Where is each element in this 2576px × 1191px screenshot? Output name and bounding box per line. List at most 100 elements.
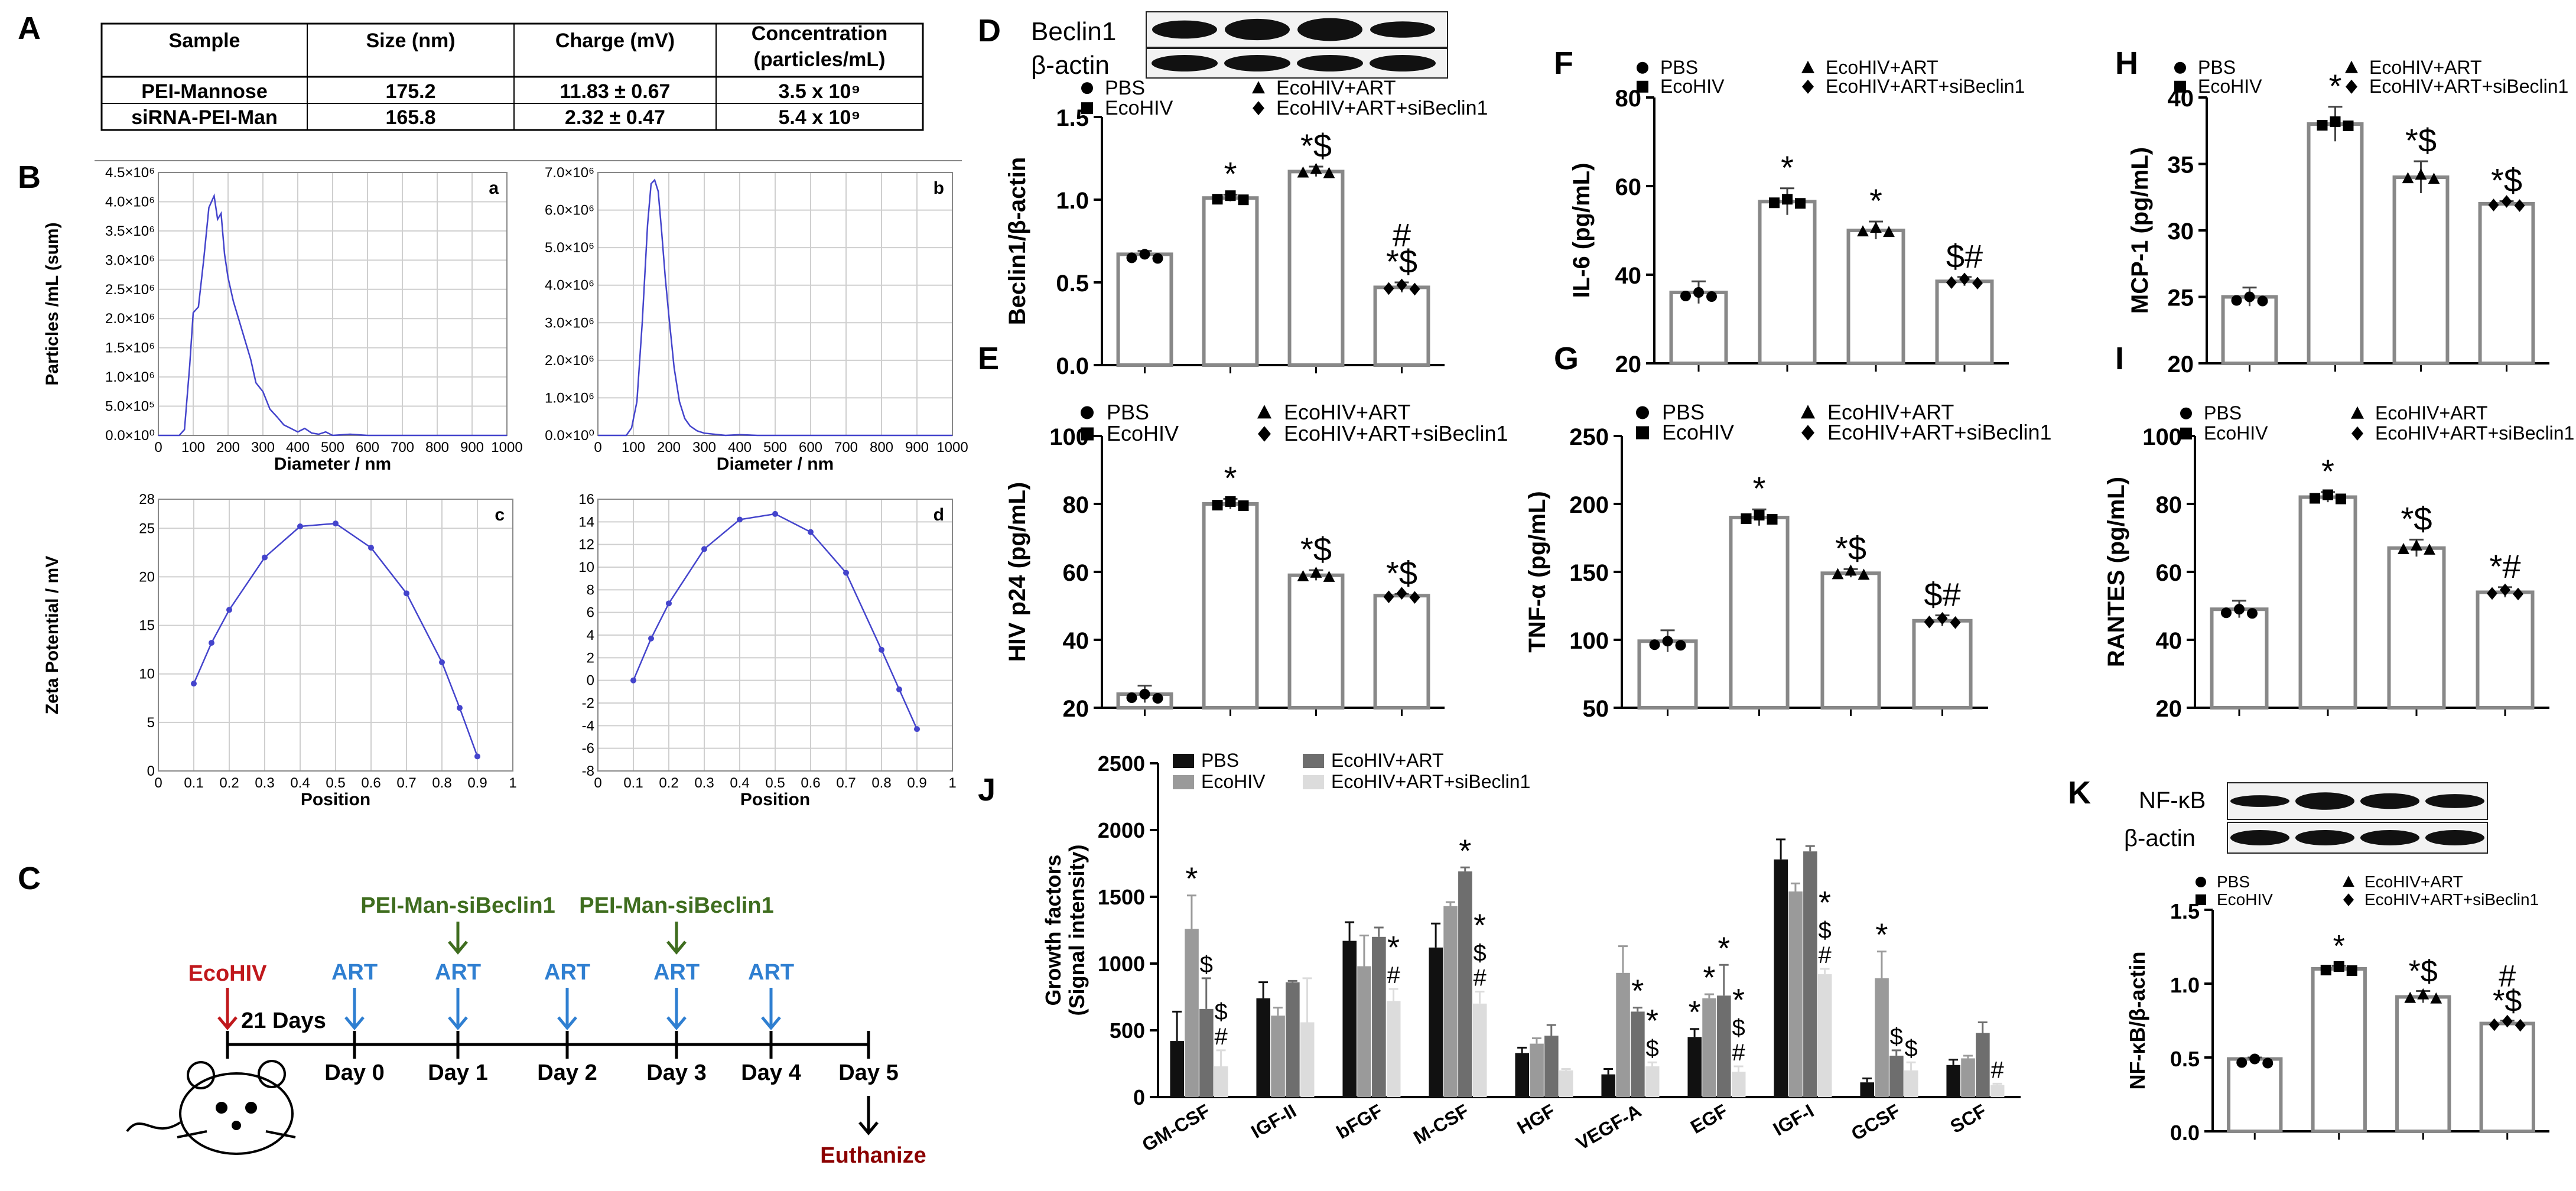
bar	[1256, 998, 1271, 1097]
blot-band	[2360, 793, 2419, 809]
legend-swatch	[1173, 775, 1194, 789]
y-tick-label: 1.5×10⁶	[105, 340, 155, 356]
significance-mark: *$	[2409, 955, 2438, 989]
legend-label: EcoHIV+ART+siBeclin1	[2369, 76, 2568, 97]
legend-label: EcoHIV+ART	[2364, 873, 2463, 891]
y-tick-label: 4.5×10⁶	[105, 165, 155, 181]
bar	[1287, 170, 1345, 367]
significance-mark: *$	[1386, 554, 1417, 591]
bar	[1372, 936, 1386, 1097]
subpanel-label: c	[495, 505, 505, 525]
panel-label-h: H	[2115, 45, 2138, 81]
bar	[2311, 967, 2367, 1133]
bar	[1515, 1053, 1530, 1097]
y-tick-label: -2	[582, 695, 594, 711]
significance-mark: $	[1904, 1036, 1917, 1062]
y-tick-label: 4.0×10⁶	[545, 278, 594, 294]
significance-mark: *	[1703, 960, 1715, 995]
x-tick-label: GM-CSF	[1139, 1100, 1214, 1156]
legend-label: EcoHIV+ART	[2375, 402, 2488, 424]
y-tick-label: 2.5×10⁶	[105, 282, 155, 298]
data-point	[808, 529, 814, 535]
bar	[2221, 295, 2278, 365]
legend-marker	[1257, 405, 1272, 419]
y-tick-label: 0.5	[2170, 1047, 2200, 1071]
data-point	[2343, 121, 2354, 131]
arrow-down-icon	[448, 922, 468, 955]
significance-mark: *#	[2490, 548, 2521, 585]
data-point	[1139, 249, 1150, 260]
y-tick-label: 60	[1063, 560, 1089, 586]
x-tick-label: EGF	[1687, 1100, 1731, 1138]
y-axis-title: (Signal intensity)	[1065, 844, 1089, 1016]
bar	[1202, 196, 1259, 367]
data-point	[2417, 988, 2429, 1000]
table-header-concentration-2: (particles/mL)	[754, 48, 886, 71]
data-point	[2515, 1018, 2526, 1032]
significance-mark: $	[1200, 952, 1213, 978]
bar	[1271, 1016, 1285, 1097]
data-point	[1409, 591, 1420, 604]
y-tick-label: 0.0	[2170, 1121, 2200, 1145]
charts-layer: 0 100 200 300 400 500 600 700 800 900 10000.0×10⁰5…	[43, 11, 2574, 1156]
data-point	[1310, 566, 1322, 578]
legend-marker	[2196, 894, 2206, 906]
y-tick-label: 2.0×10⁶	[105, 311, 155, 327]
bar	[1912, 619, 1973, 710]
x-tick-label: 0.9	[907, 775, 926, 791]
bar	[1889, 1055, 1904, 1097]
data-point	[1693, 287, 1704, 298]
euthanize-label: Euthanize	[820, 1143, 926, 1168]
data-point	[2404, 991, 2416, 1003]
bar	[1687, 1037, 1702, 1097]
legend-marker	[1801, 425, 1814, 441]
y-tick-label: 40	[2156, 628, 2183, 654]
legend-label: PBS	[2198, 57, 2236, 78]
data-point	[333, 520, 339, 527]
bar	[1631, 1011, 1645, 1097]
legend-label: PBS	[1201, 750, 1239, 771]
blot-label: NF-κB	[2139, 788, 2206, 813]
y-tick-label: 2.0×10⁶	[545, 353, 594, 369]
data-point	[226, 607, 232, 613]
significance-mark: *$	[1300, 127, 1332, 164]
data-point	[914, 726, 920, 733]
x-tick-label: 0.1	[184, 775, 203, 791]
data-point	[1706, 291, 1717, 302]
data-point	[2333, 961, 2344, 972]
significance-mark: *$	[2491, 162, 2522, 199]
art-label: ART	[544, 960, 590, 985]
table-cell: siRNA-PEI-Man	[131, 106, 277, 129]
legend-marker	[1081, 406, 1094, 419]
data-point	[2336, 493, 2346, 505]
table-cell: 3.5 x 10⁹	[778, 80, 860, 103]
legend-label: PBS	[1660, 57, 1698, 78]
data-point	[2323, 489, 2333, 500]
legend-marker	[2343, 876, 2354, 887]
grouped-bar-chart-j: 0 500 1000 1500 2000 2500 Growth factors (Signa…	[1041, 750, 2021, 1156]
legend-label: EcoHIV+ART	[1284, 400, 1410, 424]
data-point	[1310, 162, 1322, 174]
bar	[1788, 891, 1803, 1097]
x-tick-label: SCF	[1947, 1100, 1990, 1137]
arrow-down-icon	[666, 922, 687, 955]
blot-band	[1152, 55, 1218, 71]
y-tick-label: 0.0×10⁰	[105, 428, 155, 444]
legend-label: EcoHIV+ART+siBeclin1	[1827, 420, 2052, 444]
bar	[2387, 546, 2446, 710]
day-label: Day 4	[741, 1060, 801, 1085]
interval-label: 21 Days	[241, 1008, 326, 1033]
legend-label: EcoHIV	[2198, 76, 2262, 97]
legend-label: EcoHIV+ART	[2369, 57, 2482, 78]
line-chart-c: 0 0.1 0.2 0.3 0.4 0.5 0.6 0.7 0.8 0.9 105101520252…	[43, 492, 517, 809]
x-tick-label: GCSF	[1848, 1100, 1904, 1145]
table-header-sample: Sample	[169, 30, 240, 52]
x-tick-label: 100	[622, 440, 645, 455]
data-point	[1396, 278, 1407, 292]
y-tick-label: 10	[139, 666, 155, 682]
x-tick-label: 800	[870, 440, 893, 455]
significance-mark: *$	[1386, 243, 1417, 280]
bar	[1544, 1036, 1559, 1097]
legend-marker	[1637, 80, 1648, 93]
